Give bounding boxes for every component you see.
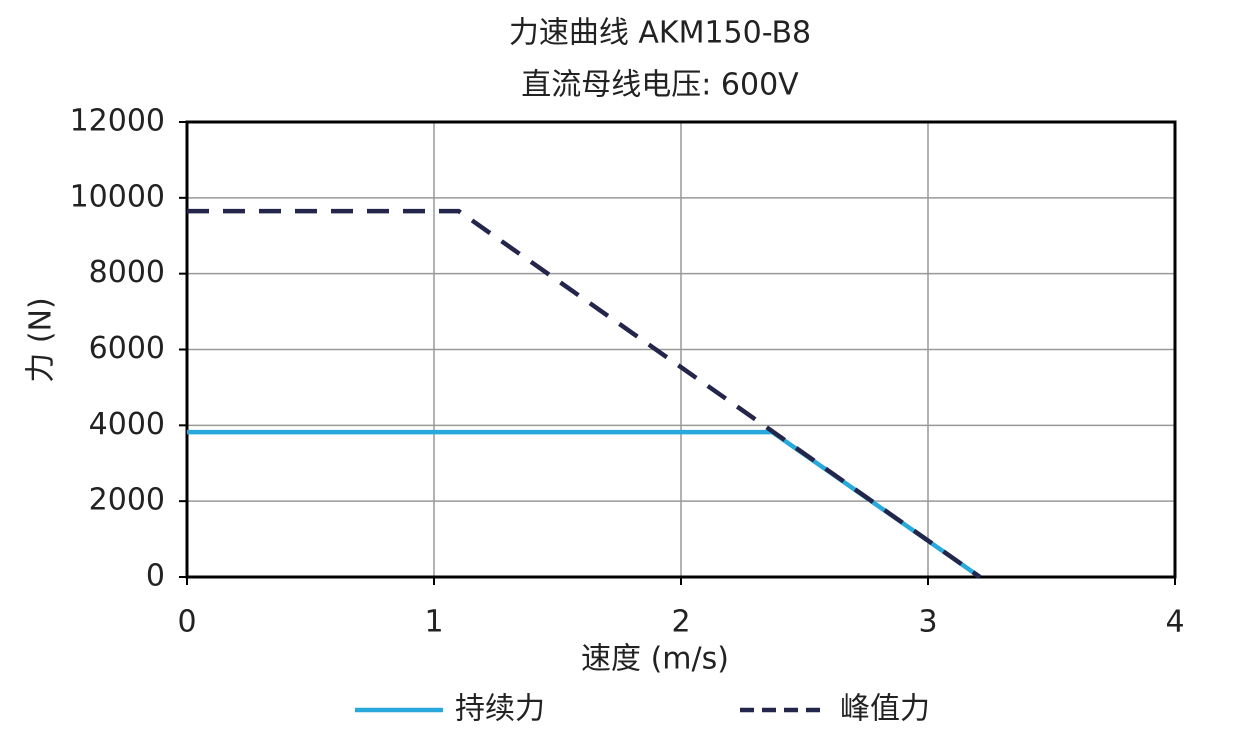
x-axis-label: 速度 (m/s): [581, 642, 729, 677]
plot-frame: [185, 120, 1177, 579]
y-tick-label: 8000: [89, 255, 165, 290]
line-series: [187, 208, 982, 579]
legend-label: 持续力: [455, 692, 545, 727]
x-tick-label: 2: [671, 605, 690, 640]
x-tick-label: 3: [918, 605, 937, 640]
line-series: [187, 429, 982, 579]
x-tick-label: 1: [424, 605, 443, 640]
x-tick-label: 0: [177, 605, 196, 640]
y-tick-label: 2000: [89, 483, 165, 518]
y-tick-label: 6000: [89, 331, 165, 366]
legend-label: 峰值力: [840, 692, 930, 727]
y-tick-label: 12000: [70, 104, 165, 139]
chart-subtitle: 直流母线电压: 600V: [521, 68, 799, 103]
y-tick-label: 10000: [70, 179, 165, 214]
x-tick-label: 4: [1165, 605, 1184, 640]
chart-title: 力速曲线 AKM150-B8: [509, 16, 811, 51]
y-axis-label: 力 (N): [24, 297, 59, 382]
y-tick-label: 0: [146, 559, 165, 594]
y-tick-label: 4000: [89, 407, 165, 442]
